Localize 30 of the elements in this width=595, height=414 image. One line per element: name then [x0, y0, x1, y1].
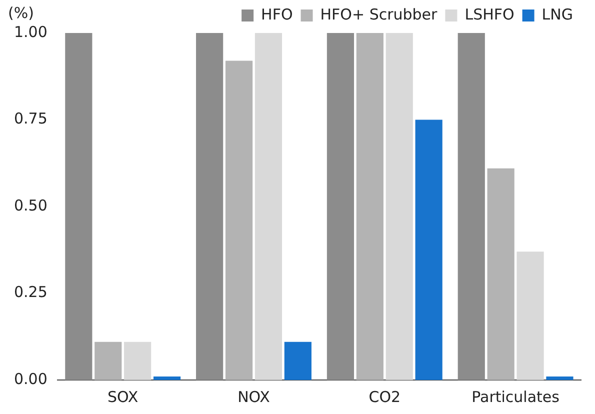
bar: [326, 33, 354, 380]
bar: [458, 33, 485, 380]
legend-label: LNG: [542, 5, 573, 24]
y-tick-label: 1.00: [14, 22, 48, 41]
y-tick-label: 0.25: [14, 283, 48, 302]
bar: [94, 342, 122, 380]
legend-label: HFO: [261, 5, 293, 24]
x-tick-label: CO2: [368, 388, 401, 406]
bar: [225, 60, 253, 380]
bar: [546, 376, 574, 380]
bar: [516, 252, 544, 380]
bar: [196, 33, 224, 380]
x-tick-label: Particulates: [472, 388, 560, 406]
bar: [153, 376, 181, 380]
bar: [124, 342, 152, 380]
bar: [386, 33, 413, 380]
x-tick-label: NOX: [238, 388, 270, 406]
legend-label: HFO+ Scrubber: [320, 5, 438, 24]
bar: [254, 33, 282, 380]
y-axis-title: (%): [8, 4, 34, 22]
bar: [284, 342, 312, 380]
y-tick-label: 0.00: [14, 370, 48, 388]
bar: [356, 33, 384, 380]
x-tick-label: SOX: [108, 388, 138, 406]
bar: [65, 33, 92, 380]
bar: [487, 168, 514, 380]
y-tick-label: 0.75: [14, 110, 48, 128]
y-tick-label: 0.50: [14, 196, 48, 214]
legend-label: LSHFO: [464, 5, 514, 24]
bar: [415, 120, 442, 380]
